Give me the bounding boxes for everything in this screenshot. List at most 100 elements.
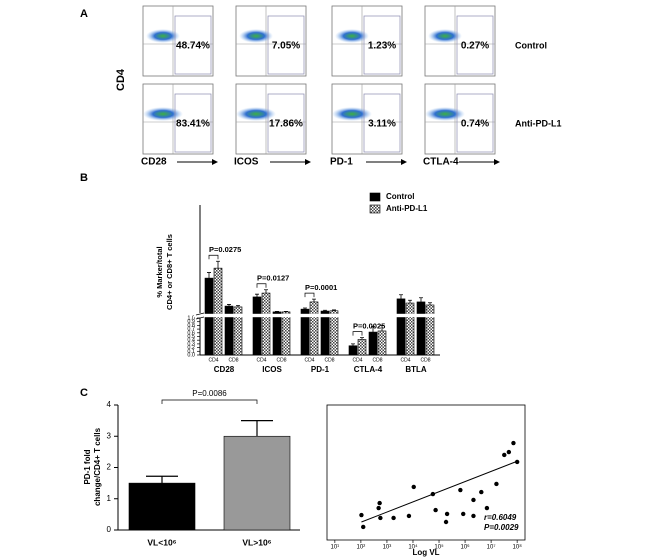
legend-swatch <box>369 204 381 214</box>
point <box>494 481 499 487</box>
bar <box>368 331 378 356</box>
error-bar <box>360 337 364 340</box>
bar <box>396 298 406 356</box>
marker-label: CD28 <box>141 157 167 168</box>
marker-label: PD-1 <box>330 157 353 168</box>
y-tick-label: 0.9 <box>187 319 195 325</box>
x-tick-label: 10³ <box>383 545 392 551</box>
bar <box>272 311 282 356</box>
gate <box>267 15 305 75</box>
annotation: r=0.6049 <box>484 513 517 522</box>
gate <box>363 15 401 75</box>
error-bar <box>428 302 432 305</box>
gate <box>267 93 305 153</box>
bar <box>416 301 426 356</box>
x-sub-label: CD4 <box>304 357 314 363</box>
bar <box>320 310 330 356</box>
y-tick-label: 0 <box>107 525 112 534</box>
error-bar <box>227 304 231 307</box>
y-tick-label: 0.1 <box>187 349 195 355</box>
annotation: P=0.0029 <box>484 523 519 532</box>
error-bar <box>146 475 178 484</box>
bar <box>128 482 196 531</box>
x-sub-label: CD4 <box>256 357 266 363</box>
bar <box>224 305 234 356</box>
point <box>443 519 449 525</box>
cell-population <box>332 107 372 121</box>
error-bar <box>216 260 220 269</box>
error-bar <box>380 325 384 331</box>
cell-population <box>143 107 183 121</box>
gate <box>174 93 212 153</box>
row-label: Anti-PD-L1 <box>515 118 562 128</box>
significance-bracket <box>256 283 267 288</box>
y-axis-label: PD-1 fold <box>83 449 92 484</box>
y-tick-label: 0.3 <box>187 341 195 347</box>
x-sub-label: CD4 <box>352 357 362 363</box>
y-axis-label: CD4+ or CD8+ T cells <box>165 234 174 310</box>
error-bar <box>312 298 316 302</box>
point <box>378 515 383 521</box>
y-tick-label: 0.0 <box>187 352 195 358</box>
panel-label: B <box>80 172 88 184</box>
x-group-label: ICOS <box>262 365 282 374</box>
x-axis-label: Log VL <box>412 548 439 557</box>
bar <box>281 311 291 356</box>
y-tick-label: 1 <box>107 494 112 503</box>
plot-frame <box>326 404 526 541</box>
x-sub-label: CD4 <box>208 357 218 363</box>
error-bar <box>284 310 288 312</box>
y-axis-label: % Marker/total <box>155 246 164 297</box>
y-tick-label: 0.7 <box>187 327 195 333</box>
x-tick-label: 10⁸ <box>513 544 523 551</box>
x-tick-label: 10⁷ <box>487 544 496 551</box>
point <box>471 497 476 503</box>
x-group-label: CTLA-4 <box>354 365 383 374</box>
y-tick-label: 4 <box>107 400 112 409</box>
cell-population <box>335 29 369 43</box>
legend-label: Anti-PD-L1 <box>386 204 428 213</box>
significance-bracket <box>352 331 363 336</box>
x-group-label: CD28 <box>214 365 235 374</box>
point <box>406 513 412 519</box>
cell-population <box>146 29 180 43</box>
p-value: P=0.0025 <box>353 322 385 331</box>
panel-label: A <box>80 8 88 20</box>
error-bar <box>408 299 412 304</box>
bar <box>348 345 358 356</box>
point <box>511 440 516 446</box>
cell-population <box>428 29 462 43</box>
x-sub-label: CD8 <box>420 357 430 363</box>
bar <box>261 292 271 356</box>
error-bar <box>275 310 279 312</box>
bar <box>377 330 387 356</box>
y-tick-label: 0.5 <box>187 334 195 340</box>
axis-break-mark <box>195 312 205 320</box>
p-value: P=0.0275 <box>209 245 241 254</box>
gate <box>456 93 494 153</box>
point <box>359 512 364 518</box>
point <box>411 484 416 490</box>
point <box>444 511 450 517</box>
x-tick-label: 10⁴ <box>408 544 418 551</box>
cell-population <box>239 29 273 43</box>
significance-bracket <box>161 399 258 404</box>
percentage: 83.41% <box>176 119 210 130</box>
point <box>433 507 438 513</box>
percentage: 3.11% <box>368 119 396 130</box>
panel-label: C <box>80 387 88 399</box>
x-tick-label: VL<10⁶ <box>147 537 176 547</box>
flow-plot <box>331 5 403 77</box>
legend-swatch <box>369 192 381 202</box>
point <box>391 515 396 521</box>
cell-population <box>425 107 465 121</box>
bar <box>329 310 339 356</box>
p-value: P=0.0086 <box>192 389 227 398</box>
y-axis-label: CD4 <box>115 68 127 91</box>
point <box>514 459 520 465</box>
y-tick-label: 0.4 <box>187 338 195 344</box>
y-tick-label: 0.6 <box>187 330 195 336</box>
point <box>471 513 476 519</box>
gate <box>456 15 494 75</box>
